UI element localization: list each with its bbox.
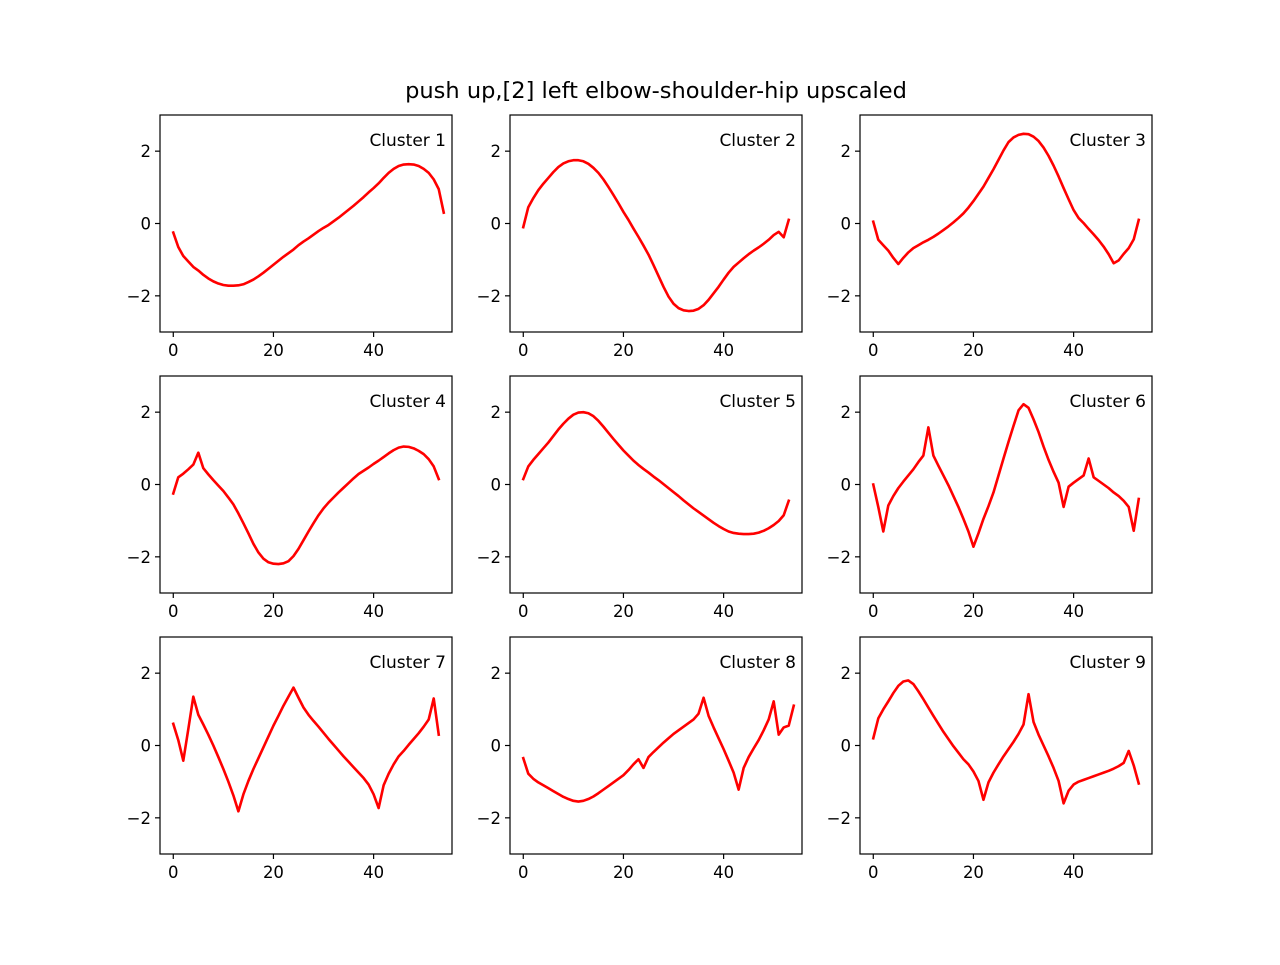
y-tick-label: 0 bbox=[141, 737, 152, 756]
y-tick-label: −2 bbox=[827, 809, 851, 828]
y-tick-label: 2 bbox=[141, 142, 152, 161]
y-tick-label: −2 bbox=[477, 287, 501, 306]
y-tick-label: 0 bbox=[491, 476, 502, 495]
y-tick-label: −2 bbox=[127, 809, 151, 828]
x-tick-label: 40 bbox=[363, 602, 384, 621]
series-line-cluster-1 bbox=[171, 162, 446, 288]
axes-frame-1 bbox=[159, 114, 453, 333]
x-tick-label: 40 bbox=[1063, 863, 1084, 882]
y-tick-label: 0 bbox=[491, 215, 502, 234]
y-tick-label: −2 bbox=[127, 548, 151, 567]
axes-frame-4 bbox=[159, 375, 453, 594]
y-tick-label: 2 bbox=[491, 142, 502, 161]
cluster-label-2: Cluster 2 bbox=[719, 131, 796, 151]
cluster-label-7: Cluster 7 bbox=[369, 653, 446, 673]
x-tick-label: 20 bbox=[263, 863, 284, 882]
x-tick-label: 40 bbox=[363, 341, 384, 360]
y-tick-label: 0 bbox=[841, 476, 852, 495]
y-tick-label: 0 bbox=[141, 476, 152, 495]
y-tick-label: −2 bbox=[827, 548, 851, 567]
x-tick-label: 20 bbox=[963, 602, 984, 621]
series-line-cluster-2 bbox=[521, 158, 791, 313]
x-tick-label: 0 bbox=[518, 602, 529, 621]
figure-title: push up,[2] left elbow-shoulder-hip upsc… bbox=[405, 78, 907, 104]
y-tick-label: 0 bbox=[841, 215, 852, 234]
y-tick-label: 2 bbox=[841, 664, 852, 683]
axes-frame-6 bbox=[859, 375, 1153, 594]
cluster-label-5: Cluster 5 bbox=[719, 392, 796, 412]
x-tick-label: 40 bbox=[713, 341, 734, 360]
axes-frame-8 bbox=[509, 636, 803, 855]
x-tick-label: 0 bbox=[518, 863, 529, 882]
x-tick-label: 0 bbox=[168, 602, 179, 621]
cluster-label-9: Cluster 9 bbox=[1069, 653, 1146, 673]
y-tick-label: 2 bbox=[141, 403, 152, 422]
y-tick-label: 2 bbox=[841, 403, 852, 422]
series-line-cluster-9 bbox=[871, 679, 1141, 805]
x-tick-label: 20 bbox=[613, 863, 634, 882]
axes-frame-9 bbox=[859, 636, 1153, 855]
series-line-cluster-5 bbox=[521, 410, 791, 536]
series-line-cluster-4 bbox=[171, 445, 441, 566]
series-line-cluster-7 bbox=[171, 686, 441, 813]
y-tick-label: 0 bbox=[491, 737, 502, 756]
series-line-cluster-3 bbox=[871, 132, 1141, 266]
y-tick-label: 0 bbox=[141, 215, 152, 234]
axes-frame-3 bbox=[859, 114, 1153, 333]
x-tick-label: 0 bbox=[868, 602, 879, 621]
x-tick-label: 20 bbox=[963, 341, 984, 360]
cluster-label-4: Cluster 4 bbox=[369, 392, 446, 412]
y-tick-label: −2 bbox=[827, 287, 851, 306]
cluster-label-6: Cluster 6 bbox=[1069, 392, 1146, 412]
y-tick-label: 0 bbox=[841, 737, 852, 756]
x-tick-label: 20 bbox=[963, 863, 984, 882]
series-line-cluster-6 bbox=[871, 402, 1141, 549]
x-tick-label: 0 bbox=[168, 341, 179, 360]
series-line-cluster-8 bbox=[521, 696, 796, 803]
y-tick-label: 2 bbox=[841, 142, 852, 161]
x-tick-label: 20 bbox=[263, 341, 284, 360]
y-tick-label: −2 bbox=[477, 809, 501, 828]
x-tick-label: 40 bbox=[713, 863, 734, 882]
x-tick-label: 20 bbox=[613, 602, 634, 621]
y-tick-label: −2 bbox=[127, 287, 151, 306]
y-tick-label: −2 bbox=[477, 548, 501, 567]
y-tick-label: 2 bbox=[491, 664, 502, 683]
x-tick-label: 20 bbox=[263, 602, 284, 621]
cluster-label-3: Cluster 3 bbox=[1069, 131, 1146, 151]
x-tick-label: 40 bbox=[1063, 341, 1084, 360]
x-tick-label: 0 bbox=[868, 341, 879, 360]
axes-frame-5 bbox=[509, 375, 803, 594]
x-tick-label: 0 bbox=[868, 863, 879, 882]
axes-frame-7 bbox=[159, 636, 453, 855]
cluster-label-8: Cluster 8 bbox=[719, 653, 796, 673]
x-tick-label: 40 bbox=[713, 602, 734, 621]
x-tick-label: 0 bbox=[518, 341, 529, 360]
axes-frame-2 bbox=[509, 114, 803, 333]
y-tick-label: 2 bbox=[141, 664, 152, 683]
x-tick-label: 40 bbox=[1063, 602, 1084, 621]
y-tick-label: 2 bbox=[491, 403, 502, 422]
x-tick-label: 20 bbox=[613, 341, 634, 360]
x-tick-label: 0 bbox=[168, 863, 179, 882]
x-tick-label: 40 bbox=[363, 863, 384, 882]
cluster-label-1: Cluster 1 bbox=[369, 131, 446, 151]
